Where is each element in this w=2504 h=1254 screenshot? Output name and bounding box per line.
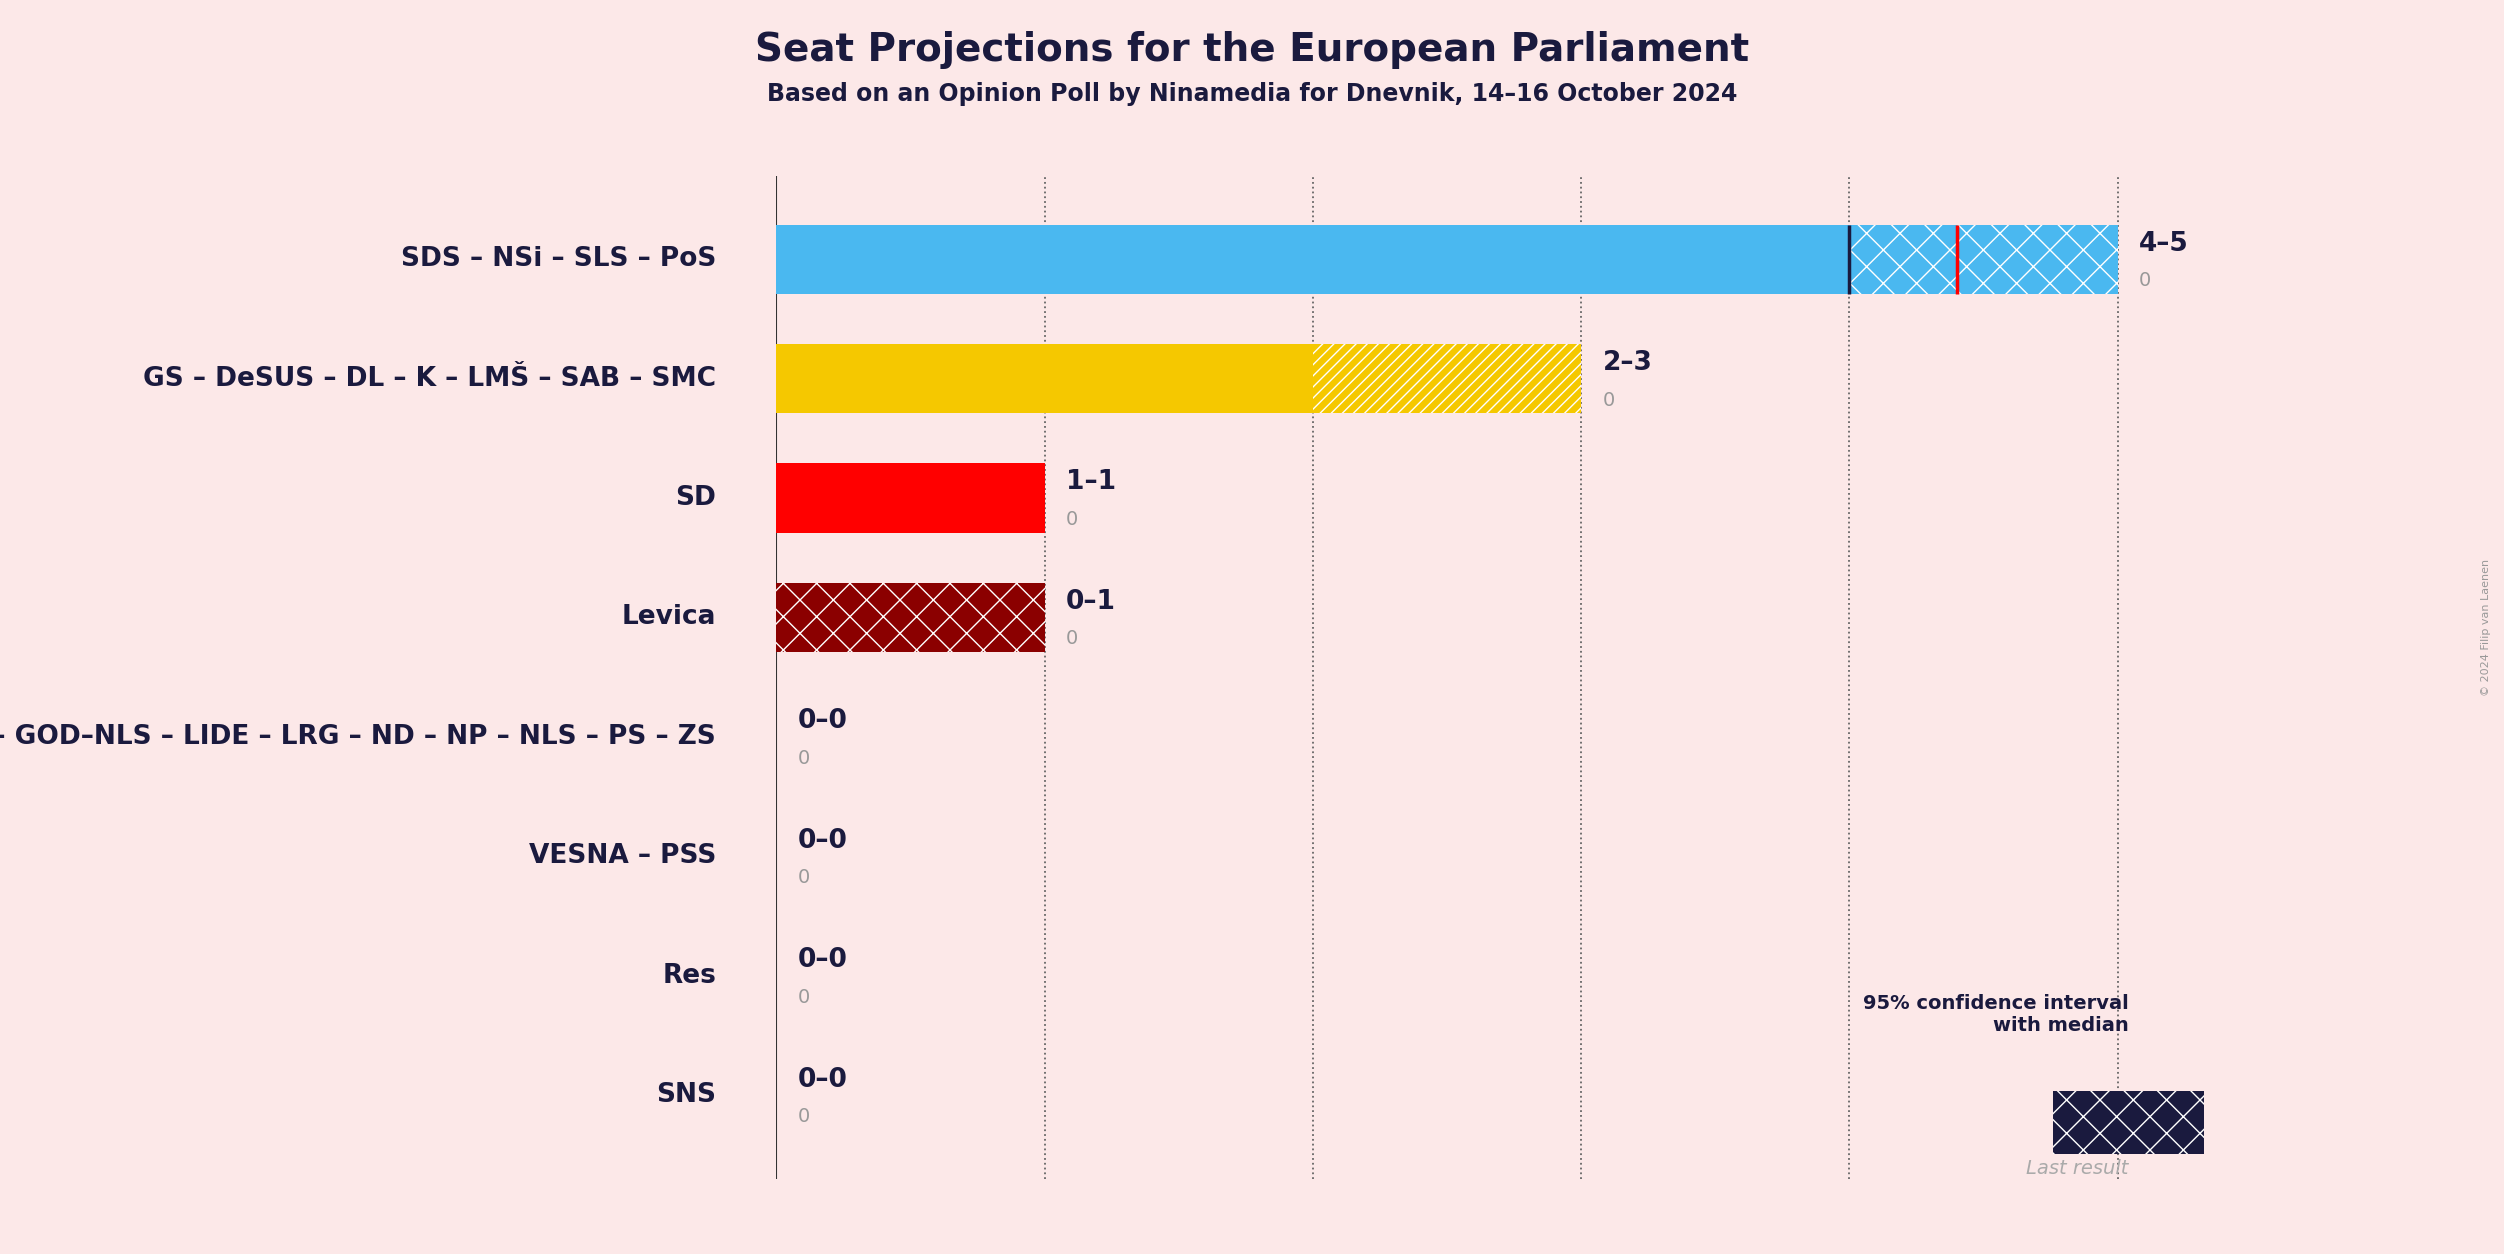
Bar <box>776 464 1044 533</box>
Text: Last result: Last result <box>2026 1159 2128 1179</box>
Text: 0: 0 <box>799 1107 809 1126</box>
Text: Based on an Opinion Poll by Ninamedia for Dnevnik, 14–16 October 2024: Based on an Opinion Poll by Ninamedia fo… <box>766 82 1738 105</box>
Bar <box>776 224 1850 293</box>
Text: 0–0: 0–0 <box>799 709 846 735</box>
Text: GS – DeSUS – DL – K – LMŠ – SAB – SMC: GS – DeSUS – DL – K – LMŠ – SAB – SMC <box>143 366 716 391</box>
Text: © 2024 Filip van Laenen: © 2024 Filip van Laenen <box>2481 558 2491 696</box>
Text: 95% confidence interval
with median: 95% confidence interval with median <box>1863 993 2128 1035</box>
Text: Demokrati – DD – GOD – GOD–NLS – LIDE – LRG – ND – NP – NLS – PS – ZS: Demokrati – DD – GOD – GOD–NLS – LIDE – … <box>0 724 716 750</box>
Text: VESNA – PSS: VESNA – PSS <box>528 843 716 869</box>
Text: 0–0: 0–0 <box>799 828 846 854</box>
Text: SD: SD <box>676 485 716 512</box>
Text: 0–0: 0–0 <box>799 947 846 973</box>
Text: 0: 0 <box>2138 271 2151 290</box>
Text: 0–1: 0–1 <box>1067 589 1117 614</box>
Text: 0: 0 <box>1067 510 1079 529</box>
Text: Levica: Levica <box>621 604 716 631</box>
Text: 0: 0 <box>799 868 809 888</box>
Text: 0: 0 <box>1603 390 1615 410</box>
Text: 0: 0 <box>1067 630 1079 648</box>
Bar <box>1312 344 1580 414</box>
Text: 0: 0 <box>799 749 809 767</box>
Text: 4–5: 4–5 <box>2138 231 2188 257</box>
Bar <box>776 344 1312 414</box>
Text: 0–0: 0–0 <box>799 1067 846 1092</box>
Text: 0: 0 <box>799 988 809 1007</box>
Bar <box>1850 224 2118 293</box>
Text: 2–3: 2–3 <box>1603 350 1653 376</box>
Bar <box>776 583 1044 652</box>
Text: SNS: SNS <box>656 1082 716 1109</box>
Text: 1–1: 1–1 <box>1067 469 1117 495</box>
Text: SDS – NSi – SLS – PoS: SDS – NSi – SLS – PoS <box>401 246 716 272</box>
Text: Res: Res <box>661 963 716 988</box>
Text: Seat Projections for the European Parliament: Seat Projections for the European Parlia… <box>754 31 1750 69</box>
